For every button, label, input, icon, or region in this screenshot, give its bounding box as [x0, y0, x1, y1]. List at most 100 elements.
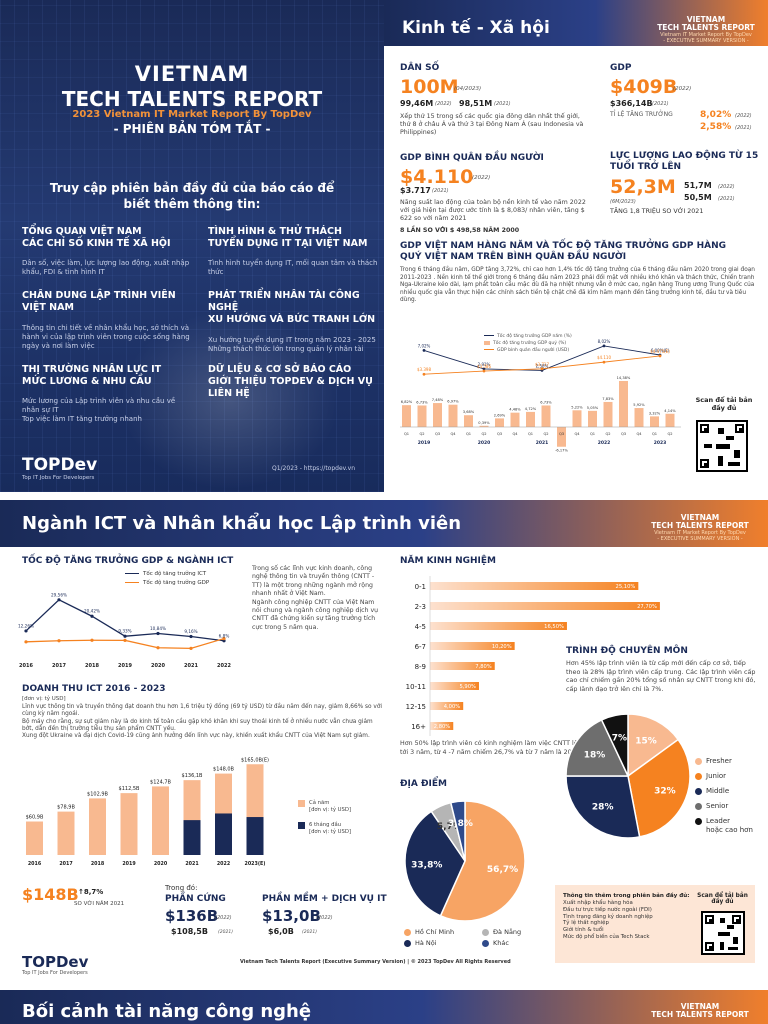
legend-item: Tốc độ tăng trưởng GDP quý (%) [484, 340, 572, 347]
cover-section-5[interactable]: THỊ TRƯỜNG NHÂN LỰC IT MỨC LƯƠNG & NHU C… [22, 364, 192, 424]
more-info-list: Xuất nhập khẩu hàng hóa Đầu tư trực tiếp… [563, 900, 653, 941]
experience-bar [430, 702, 464, 710]
pie-slice-label: 33,8% [411, 860, 442, 870]
legend-item: Cả năm [đơn vị: tỷ USD] [298, 800, 351, 814]
legend-label: Senior [706, 802, 729, 810]
quarter-bar [495, 418, 504, 427]
badge-line: VIETNAM [686, 15, 726, 24]
quarter-tick-label: Q2 [605, 432, 610, 436]
gdp-growth-2022: 8,02% [700, 110, 732, 120]
growth-tick-label: 2022 [217, 663, 231, 669]
gdp-chart: 6,82% Q1 6,73% Q2 7,48% Q3 6,97% Q4 3,68% Q1 0,39%… [400, 339, 681, 453]
topdev-logo: TOPDev [22, 953, 89, 971]
section-title: TỔNG QUAN VIỆT NAM CÁC CHỈ SỐ KINH TẾ XÃ… [22, 226, 171, 249]
revenue-tick-label: 2016 [28, 861, 42, 867]
quarter-bar [588, 410, 597, 427]
legend-item: Hà Nội [404, 938, 482, 949]
pie-slice [565, 775, 641, 839]
revenue-half-bar [215, 813, 232, 855]
annual-growth-point [482, 367, 486, 371]
experience-bar [430, 642, 515, 650]
gdp-per-capita-label: GDP BÌNH QUÂN ĐẦU NGƯỜI [400, 153, 544, 163]
list-item: Giới tính & tuổi [563, 927, 604, 934]
econ-panel: Kinh tế - Xã hội VIETNAM TECH TALENTS RE… [384, 0, 768, 492]
experience-bar [430, 622, 567, 630]
population-2022-year: (2022) [435, 101, 452, 107]
legend-item: Fresher [695, 754, 753, 769]
next-section-title: Bối cảnh tài năng công nghệ [22, 1001, 312, 1022]
experience-bar-label: 27,70% [637, 604, 657, 610]
quarter-bar [526, 411, 535, 427]
quarter-bar-label: 4,72% [525, 407, 537, 411]
year-label: 2019 [418, 440, 431, 446]
quarter-tick-label: Q1 [528, 432, 533, 436]
cover-section-4[interactable]: PHÁT TRIỂN NHÂN TÀI CÔNG NGHỆ XU HƯỚNG V… [208, 290, 380, 354]
growth-label: 29,56% [51, 592, 67, 597]
ict-title: Ngành ICT và Nhân khẩu học Lập trình viê… [22, 513, 462, 534]
quarter-bar [510, 412, 520, 427]
cover-section-1[interactable]: TỔNG QUAN VIỆT NAM CÁC CHỈ SỐ KINH TẾ XÃ… [22, 226, 192, 277]
section-desc: Tình hình tuyển dụng IT, mối quan tâm và… [208, 259, 378, 276]
badge-line: VIETNAM [680, 1002, 720, 1011]
experience-bar [430, 602, 660, 610]
legend-label: Tốc độ tăng trưởng GDP [143, 580, 210, 586]
quarter-bar [479, 425, 489, 427]
quarter-bar [572, 410, 582, 427]
labor-force-2021-year: (2021) [718, 196, 735, 202]
growth-label: 9,16% [184, 629, 197, 634]
pie-slice-label: 7% [612, 733, 627, 743]
growth-point [222, 636, 226, 641]
quarter-bar-label: 6,73% [416, 400, 428, 404]
total-note: SO VỚI NĂM 2021 [74, 901, 125, 907]
qr-code[interactable] [701, 911, 745, 955]
cover-panel: VIETNAM TECH TALENTS REPORT 2023 Vietnam… [0, 0, 384, 492]
quarter-bar [448, 404, 458, 427]
experience-bar [430, 682, 479, 690]
quarter-tick-label: Q3 [559, 432, 564, 436]
gdp-per-capita-label: $3.398 [417, 367, 431, 372]
revenue-half-bar [183, 820, 201, 855]
revenue-tick-label: 2023(E) [244, 861, 265, 867]
labor-force-label: LỰC LƯỢNG LAO ĐỘNG TỪ 15 TUỔI TRỞ LÊN [610, 151, 759, 172]
revenue-legend: Cả năm [đơn vị: tỷ USD] 6 tháng đầu [đơn… [298, 800, 351, 836]
growth-label: 20,42% [84, 609, 100, 614]
gdp-per-capita-point [540, 367, 544, 371]
quarter-bar [417, 405, 427, 427]
revenue-tick-label: 2021 [185, 861, 198, 867]
population-label: DÂN SỐ [400, 63, 440, 73]
revenue-bar [57, 811, 75, 855]
cover-date-url[interactable]: Q1/2023 - https://topdev.vn [272, 465, 355, 472]
qr-code[interactable] [696, 420, 748, 472]
annual-growth-label: 6,00%(E) [651, 348, 670, 353]
pie-slice [627, 738, 691, 838]
legend-item: Hồ Chí Minh [404, 927, 482, 938]
badge-line: - EXECUTIVE SUMMARY VERSION - [663, 38, 749, 44]
quarter-bar [557, 427, 566, 447]
quarter-bar [433, 403, 442, 427]
revenue-desc: Lĩnh vực thông tin và truyền thông đạt d… [22, 704, 382, 740]
cover-section-3[interactable]: CHÂN DUNG LẬP TRÌNH VIÊN VIỆT NAM Thông … [22, 290, 192, 351]
quarter-bar-label: 14,38% [617, 376, 631, 380]
more-info-box: Thông tin thêm trong phiên bản đầy đủ: X… [555, 885, 755, 963]
cover-section-6[interactable]: DỮ LIỆU & CƠ SỞ BÁO CÁO GIỚI THIỆU TOPDE… [208, 364, 380, 400]
quarter-tick-label: Q3 [497, 432, 502, 436]
section-title: PHÁT TRIỂN NHÂN TÀI CÔNG NGHỆ XU HƯỚNG V… [208, 290, 376, 325]
cover-title-report: TECH TALENTS REPORT [61, 87, 323, 111]
gdp-per-capita-year: (2022) [472, 175, 491, 181]
experience-bar-label: 10,20% [492, 644, 512, 650]
quarter-tick-label: Q3 [435, 432, 440, 436]
quarter-tick-label: Q1 [590, 432, 595, 436]
annual-growth-label: 8,02% [598, 339, 611, 344]
software-2022: $13,0B [262, 907, 321, 925]
cover-section-2[interactable]: TÌNH HÌNH & THỬ THÁCH TUYỂN DỤNG IT TẠI … [208, 226, 378, 277]
gdp-per-capita-point [422, 372, 426, 376]
experience-bar [430, 722, 454, 730]
report-badge: VIETNAM TECH TALENTS REPORT [640, 1003, 760, 1019]
gdp-label: GDP [610, 63, 632, 73]
location-title: ĐỊA ĐIỂM [400, 779, 447, 789]
quarter-bar-label: 7,83% [602, 397, 614, 401]
revenue-unit: [đơn vị: tỷ USD] [22, 696, 66, 702]
gdp-per-capita-desc: Năng suất lao động của toàn bộ nền kinh … [400, 199, 586, 222]
more-info-title: Thông tin thêm trong phiên bản đầy đủ: [563, 893, 690, 899]
report-badge: VIETNAM TECH TALENTS REPORT Vietnam IT M… [640, 514, 760, 543]
